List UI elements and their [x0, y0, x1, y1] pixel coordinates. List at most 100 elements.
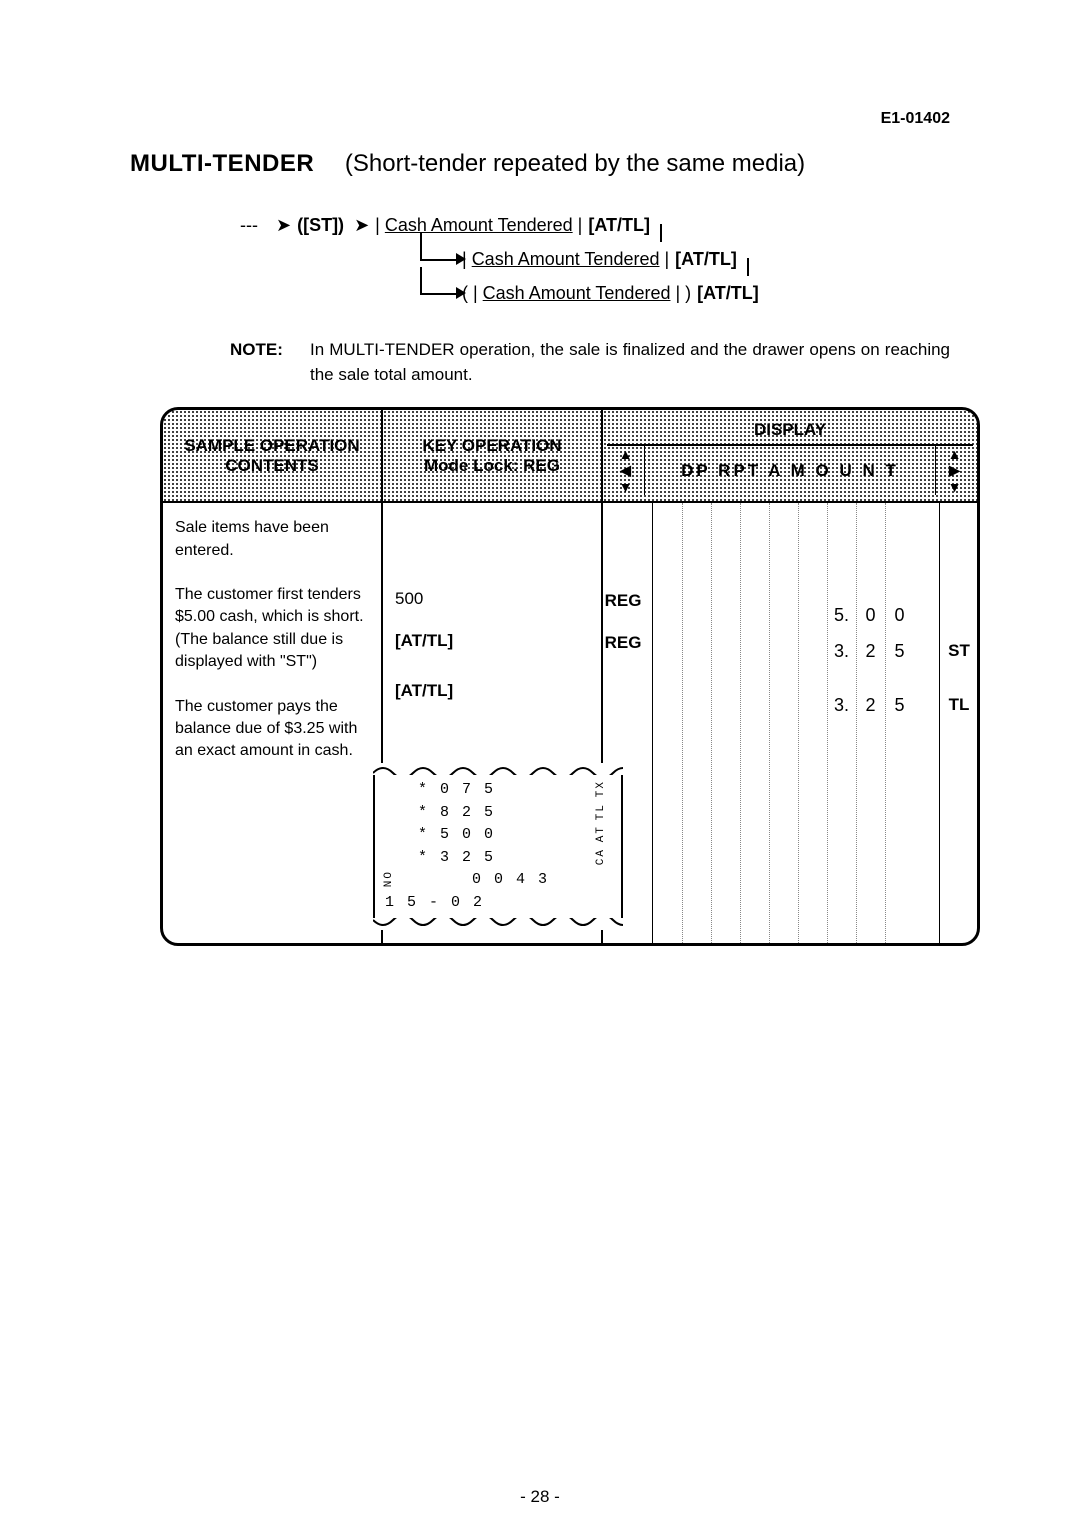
flow-connector-down — [739, 258, 749, 276]
display-digit — [653, 695, 682, 723]
display-digit: 0 — [856, 605, 885, 633]
flow-pipe: | — [659, 249, 669, 270]
display-digit: 0 — [885, 605, 914, 633]
display-digits: 5.003.253.25 — [653, 503, 939, 943]
display-digit — [769, 641, 798, 669]
display-digit — [798, 605, 827, 633]
arrow-right-icon: ➤ — [276, 216, 291, 234]
hdr-sample-l2: CONTENTS — [167, 456, 377, 476]
keyop-2: [AT/TL] — [395, 631, 589, 651]
hdr-display-top: DISPLAY — [607, 416, 973, 446]
hdr-key-l2: Mode Lock: REG — [387, 456, 597, 476]
display-digit — [769, 605, 798, 633]
digit-divider — [798, 503, 799, 943]
receipt-line: 1 5 - 0 2 — [385, 892, 611, 915]
sample-p1: Sale items have been entered. — [175, 517, 369, 562]
hdr-sample-l1: SAMPLE OPERATION — [167, 436, 377, 456]
display-digit — [769, 695, 798, 723]
display-digit — [682, 695, 711, 723]
display-row: 3.25 — [653, 695, 939, 723]
keyop-1: 500 — [395, 589, 589, 609]
title-strong: MULTI-TENDER — [130, 150, 314, 177]
sample-column: Sale items have been entered. The custom… — [163, 503, 383, 943]
display-digit — [653, 605, 682, 633]
display-digit — [711, 605, 740, 633]
display-digit — [740, 605, 769, 633]
note-label: NOTE: — [230, 338, 310, 387]
display-digit — [798, 695, 827, 723]
reg-column: REG REG — [603, 503, 653, 943]
display-digit: 5 — [885, 641, 914, 669]
digit-divider — [769, 503, 770, 943]
digit-divider — [740, 503, 741, 943]
digit-divider — [885, 503, 886, 943]
display-digit — [740, 695, 769, 723]
page-title: MULTI-TENDER (Short-tender repeated by t… — [130, 150, 950, 178]
display-suffix: TL — [942, 695, 976, 715]
reg-label-1: REG — [598, 591, 648, 611]
display-row: 3.25 — [653, 641, 939, 669]
hdr-dprpt: DP RPT A M O U N T — [645, 446, 935, 495]
digit-divider — [682, 503, 683, 943]
display-row: 5.00 — [653, 605, 939, 633]
sample-p2: The customer first tenders $5.00 cash, w… — [175, 584, 369, 629]
flow-cash-tendered: Cash Amount Tendered — [483, 283, 671, 304]
flow-cash-tendered: Cash Amount Tendered — [472, 249, 660, 270]
flow-paren: | ) — [670, 283, 691, 304]
display-digit: 5. — [827, 605, 856, 633]
display-digit — [682, 641, 711, 669]
receipt-line: * 3 2 5CA — [385, 847, 611, 870]
display-digit: 2 — [856, 641, 885, 669]
triangle-left-icon: ▲◀▼ — [607, 446, 645, 495]
keyop-column: 500 [AT/TL] [AT/TL] * 0 7 5TX * 8 2 5TL … — [383, 503, 603, 943]
display-digit — [711, 695, 740, 723]
receipt-line: * 5 0 0AT — [385, 824, 611, 847]
note-block: NOTE: In MULTI-TENDER operation, the sal… — [230, 338, 950, 387]
page-number: - 28 - — [0, 1487, 1080, 1507]
title-subtitle: (Short-tender repeated by the same media… — [345, 150, 805, 177]
receipt-line: * 0 7 5TX — [385, 779, 611, 802]
hdr-display: DISPLAY ▲◀▼ DP RPT A M O U N T ▲▶▼ — [603, 410, 977, 501]
display-digit: 3. — [827, 695, 856, 723]
wavy-top-icon — [373, 763, 623, 775]
suffix-column: ST TL — [939, 503, 977, 943]
display-digit — [653, 641, 682, 669]
display-digit — [798, 641, 827, 669]
hdr-sample: SAMPLE OPERATION CONTENTS — [163, 410, 383, 501]
hdr-key-l1: KEY OPERATION — [387, 436, 597, 456]
flow-attl: [AT/TL] — [697, 283, 759, 304]
display-digit — [711, 641, 740, 669]
display-digit: 5 — [885, 695, 914, 723]
display-digit: 2 — [856, 695, 885, 723]
flow-st: ([ST]) — [297, 215, 344, 236]
note-text: In MULTI-TENDER operation, the sale is f… — [310, 338, 950, 387]
digit-divider — [856, 503, 857, 943]
arrow-right-icon: ➤ — [354, 216, 369, 234]
hdr-keyop: KEY OPERATION Mode Lock: REG — [383, 410, 603, 501]
flow-cash-tendered: Cash Amount Tendered — [385, 215, 573, 236]
sample-p4: The customer pays the balance due of $3.… — [175, 696, 369, 763]
digit-divider — [711, 503, 712, 943]
flow-diagram: --- ➤ ([ST]) ➤ | Cash Amount Tendered | … — [240, 208, 950, 310]
display-digit: 3. — [827, 641, 856, 669]
flow-pipe: | — [375, 215, 385, 236]
display-suffix: ST — [942, 641, 976, 661]
flow-hook-icon — [420, 267, 458, 295]
flow-connector-down — [652, 224, 662, 242]
digit-divider — [827, 503, 828, 943]
receipt-snippet: * 0 7 5TX * 8 2 5TL * 5 0 0AT * 3 2 5CAN… — [373, 763, 623, 930]
doc-code: E1-01402 — [881, 110, 950, 128]
sample-p3: (The balance still due is displayed with… — [175, 629, 369, 674]
flow-dots: --- — [240, 215, 258, 236]
keyop-3: [AT/TL] — [395, 681, 589, 701]
receipt-line: NO 0 0 4 3 — [385, 869, 611, 892]
flow-hook-icon — [420, 233, 458, 261]
display-digit — [682, 605, 711, 633]
operation-table: SAMPLE OPERATION CONTENTS KEY OPERATION … — [160, 407, 980, 946]
wavy-bottom-icon — [373, 918, 623, 930]
triangle-right-icon: ▲▶▼ — [935, 446, 973, 495]
flow-attl: [AT/TL] — [675, 249, 737, 270]
display-digit — [740, 641, 769, 669]
reg-label-2: REG — [598, 633, 648, 653]
receipt-line: * 8 2 5TL — [385, 802, 611, 825]
